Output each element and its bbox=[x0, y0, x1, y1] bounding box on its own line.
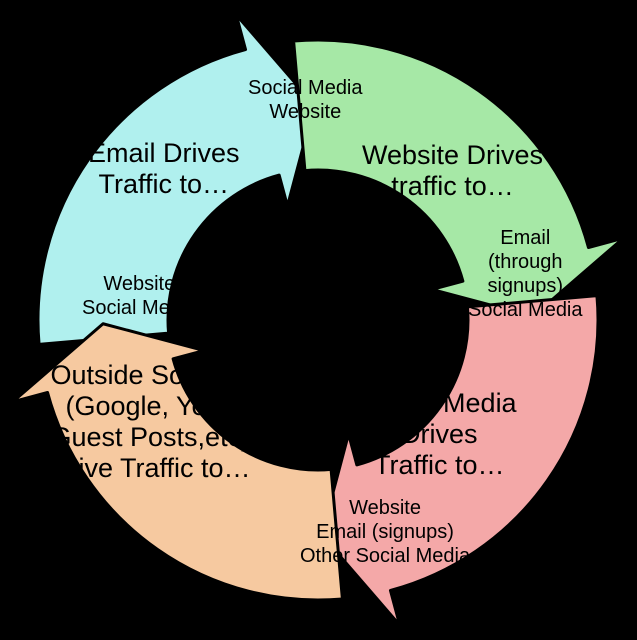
cycle-diagram: Email Drives Traffic to… Social Media We… bbox=[0, 0, 637, 640]
segment-website-sub: Email (through signups) Social Media bbox=[468, 226, 583, 322]
segment-outside-title: Outside Sources (Google, Yelp, Guest Pos… bbox=[50, 360, 251, 484]
segment-email-sub: Social Media Website bbox=[248, 76, 363, 124]
segment-website-title: Website Drives traffic to… bbox=[362, 140, 543, 202]
segment-social-title: Social Media Drives Traffic to… bbox=[362, 388, 517, 481]
segment-social-sub: Website Email (signups) Other Social Med… bbox=[300, 496, 470, 568]
segment-email-title: Email Drives Traffic to… bbox=[88, 138, 240, 200]
segment-outside-sub: Website Social Media bbox=[82, 272, 197, 320]
